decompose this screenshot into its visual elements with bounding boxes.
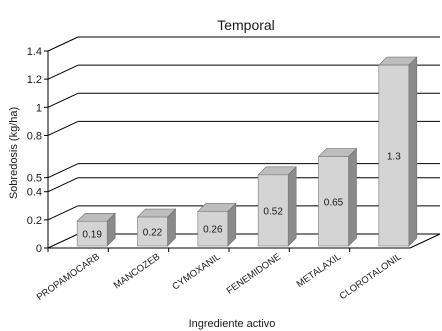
grid-line-diag — [47, 233, 79, 249]
grid-line-diag — [47, 163, 79, 179]
y-tick-label: 1 — [36, 102, 42, 114]
bar-propamocarb: 0.19 — [76, 212, 116, 247]
x-axis-ticks: PROPAMOCARB MANCOZEB CYMOXANIL FENEMIDONE ME… — [35, 248, 404, 303]
x-tick-label: METALAXIL — [295, 251, 344, 290]
bar-fenemidone: 0.52 — [257, 166, 297, 247]
bar-clorotalonil: 1.3 — [378, 56, 418, 247]
data-label: 1.3 — [387, 152, 401, 163]
bar-front — [378, 64, 410, 247]
data-label: 0.65 — [324, 197, 344, 208]
grid-line-diag — [47, 120, 79, 136]
bar-metalaxil: 0.65 — [317, 147, 358, 247]
grid-line-diag — [47, 92, 79, 108]
y-axis-ticks: 0 0.2 0.4 0.5 0.8 1 1.2 1.4 — [27, 46, 48, 255]
bar-front — [137, 216, 168, 247]
y-tick-label: 0.4 — [27, 187, 42, 199]
y-tick-label: 0.8 — [27, 130, 42, 142]
grid-line-diag — [47, 177, 79, 193]
x-tick-label: CLOROTALONIL — [338, 251, 404, 302]
data-label: 0.22 — [143, 228, 163, 239]
grid-line-diag — [47, 36, 79, 52]
y-tick-label: 1.2 — [27, 74, 42, 86]
bar-front — [257, 174, 289, 247]
y-axis-label: Sobredosis (kg/ha) — [8, 107, 20, 199]
x-tick-label: FENEMIDONE — [225, 251, 283, 296]
bar-mancozeb: 0.22 — [136, 208, 177, 247]
x-axis-label: Ingrediente activo — [189, 318, 276, 330]
data-label: 0.19 — [82, 230, 102, 241]
bar-front — [76, 220, 108, 247]
bar-side — [287, 166, 297, 247]
y-tick-label: 0 — [36, 243, 42, 255]
x-tick-label: CYMOXANIL — [170, 251, 222, 292]
bar-side — [408, 56, 418, 247]
bar-cymoxanil: 0.26 — [197, 202, 237, 247]
bars: 0.19 0.22 0.26 0.52 0.65 1.3 — [76, 56, 418, 247]
y-tick-label: 0.2 — [27, 215, 42, 227]
grid-line-diag — [47, 64, 79, 80]
x-tick-label: PROPAMOCARB — [35, 251, 102, 303]
data-label: 0.52 — [263, 206, 283, 217]
chart-title: Temporal — [217, 17, 275, 33]
y-tick-label: 0.5 — [27, 173, 42, 185]
bar-front — [197, 211, 229, 247]
x-tick-label: MANCOZEB — [112, 251, 162, 291]
floor-edge — [409, 233, 441, 249]
bar-side — [348, 147, 357, 247]
y-tick-label: 1.4 — [27, 46, 42, 58]
data-label: 0.26 — [203, 225, 223, 236]
grid-line-diag — [47, 205, 79, 221]
bar-front — [318, 156, 349, 247]
